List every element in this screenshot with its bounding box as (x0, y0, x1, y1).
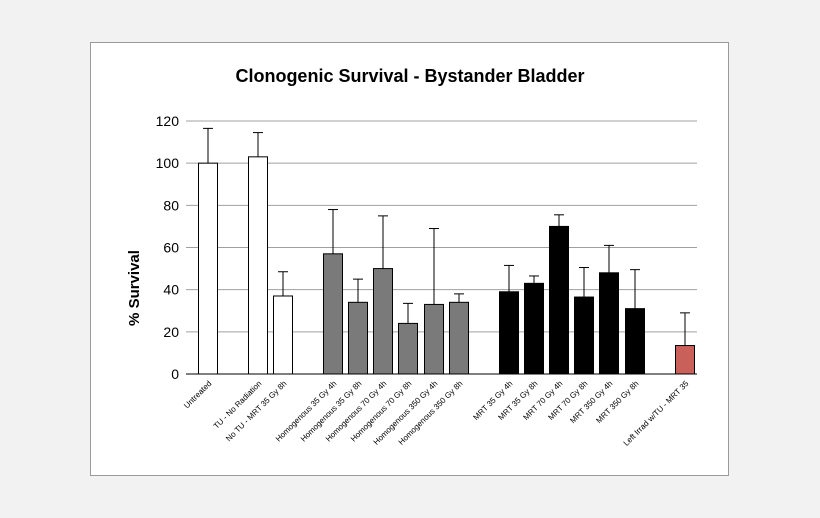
y-axis-label: % Survival (126, 250, 143, 326)
error-bars (203, 127, 690, 346)
x-tick-label: Untreated (182, 379, 213, 410)
y-tick-label: 120 (156, 113, 180, 129)
bar (524, 282, 544, 375)
y-tick-label: 60 (163, 240, 179, 256)
y-tick-label: 0 (171, 366, 179, 382)
bar (675, 345, 695, 375)
bar (198, 162, 218, 375)
bar (549, 225, 569, 375)
y-axis-ticks: 0 20 40 60 80 100 120 (156, 113, 180, 382)
chart-frame: Clonogenic Survival - Bystander Bladder … (90, 42, 729, 476)
bar (323, 253, 343, 375)
bar (273, 295, 293, 375)
bar (348, 301, 368, 375)
y-tick-label: 80 (163, 197, 179, 213)
bar (499, 291, 519, 375)
bars (198, 156, 695, 375)
bar-chart: Clonogenic Survival - Bystander Bladder … (126, 66, 697, 448)
bar (248, 156, 268, 375)
bar (424, 303, 444, 375)
y-tick-label: 20 (163, 324, 179, 340)
y-tick-label: 40 (163, 282, 179, 298)
chart-title: Clonogenic Survival - Bystander Bladder (235, 66, 584, 86)
bar (398, 322, 418, 375)
bar (599, 272, 619, 375)
y-tick-label: 100 (156, 155, 180, 171)
bar (574, 296, 594, 375)
bar (373, 268, 393, 375)
bar (449, 301, 469, 375)
bar (625, 308, 645, 375)
